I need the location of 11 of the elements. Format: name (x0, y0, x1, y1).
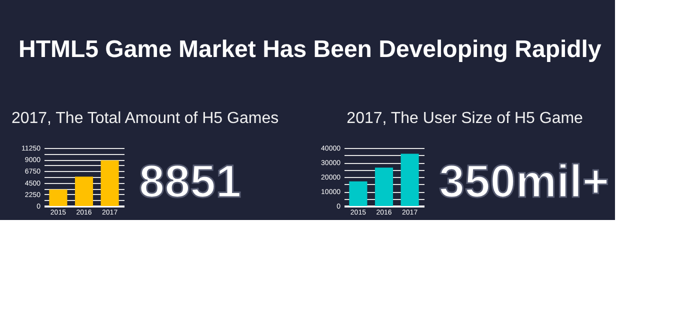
bar (374, 168, 394, 206)
text: 2017, The User Size of H5 Game (346, 110, 584, 127)
bar (349, 181, 368, 206)
bar (49, 190, 68, 206)
text: HTML5 Game Market Has Been Developing Rapidly (18, 36, 602, 63)
bar (400, 154, 419, 206)
text: 8851 (139, 155, 242, 207)
bar (74, 176, 94, 206)
text: 350mil+ (439, 155, 610, 207)
chart-title: 2017, The Total Amount of H5 Games (11, 110, 279, 127)
bar (100, 160, 119, 206)
